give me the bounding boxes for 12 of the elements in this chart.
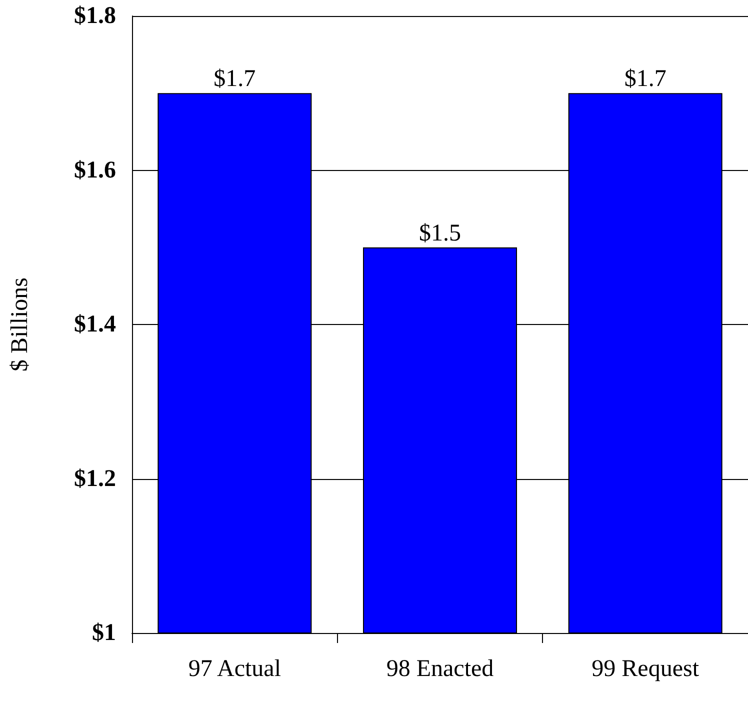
y-tick-label: $1 (92, 620, 116, 646)
data-label: $1.5 (419, 220, 461, 246)
y-tick-label: $1.4 (74, 312, 116, 338)
y-axis-title: $ Billions (7, 277, 33, 372)
data-label: $1.7 (624, 66, 666, 92)
x-tick-label: 98 Enacted (386, 656, 494, 682)
y-tick-label: $1.8 (74, 3, 116, 29)
data-label: $1.7 (214, 66, 256, 92)
y-tick-label: $1.2 (74, 466, 116, 492)
x-tick-label: 99 Request (592, 656, 700, 682)
y-tick-label: $1.6 (74, 157, 116, 184)
x-tick-label: 97 Actual (188, 656, 282, 682)
